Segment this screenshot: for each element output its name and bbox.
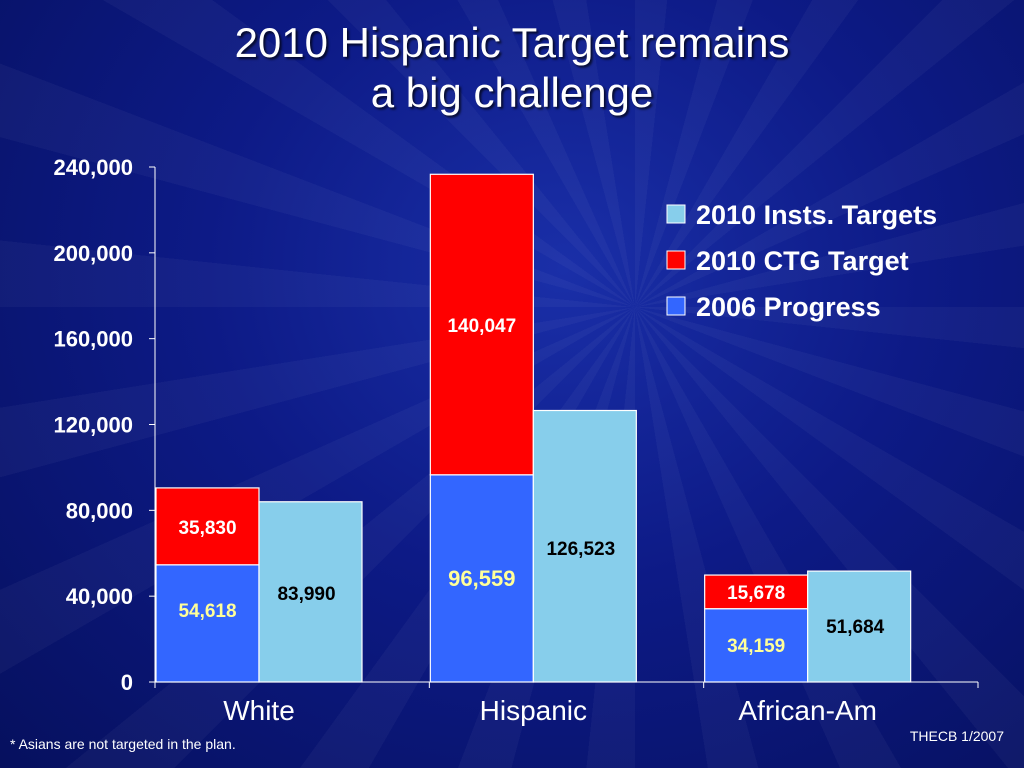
- title-line-2: a big challenge: [370, 69, 654, 116]
- x-category-label: African-Am: [738, 695, 876, 726]
- legend-label: 2010 CTG Target: [696, 246, 909, 276]
- data-label-2010-ctg-target: 35,830: [178, 518, 236, 539]
- data-label-2006-progress: 34,159: [727, 636, 785, 657]
- data-label-2010-ctg-target: 140,047: [447, 316, 516, 337]
- x-category-label: Hispanic: [480, 695, 587, 726]
- title-line-1: 2010 Hispanic Target remains: [234, 19, 790, 66]
- data-label-2006-progress: 96,559: [448, 566, 515, 591]
- y-tick-label: 120,000: [53, 413, 133, 438]
- bar-2010-ctg-target: [704, 574, 809, 610]
- x-category-label: White: [223, 695, 295, 726]
- data-label-2010-insts-targets: 83,990: [277, 584, 335, 605]
- y-tick-label: 240,000: [53, 155, 133, 180]
- bar-2010-insts-targets: [258, 501, 363, 683]
- bar-2010-insts-targets: [807, 570, 912, 683]
- data-label-2006-progress: 54,618: [178, 601, 236, 622]
- footnote: * Asians are not targeted in the plan.: [10, 736, 236, 752]
- legend-swatch: [666, 204, 686, 224]
- legend-swatch: [666, 296, 686, 316]
- bar-2010-ctg-target: [429, 173, 534, 476]
- source-credit: THECB 1/2007: [909, 728, 1004, 744]
- bar-2006-progress: [429, 474, 534, 683]
- bar-2010-insts-targets: [532, 409, 637, 683]
- legend-label: 2010 Insts. Targets: [696, 200, 937, 230]
- legend-label: 2006 Progress: [696, 292, 881, 322]
- legend-swatch: [666, 250, 686, 270]
- y-tick-label: 0: [121, 670, 133, 695]
- bar-2010-ctg-target: [155, 487, 260, 566]
- bar-2006-progress: [155, 564, 260, 683]
- bar-2006-progress: [704, 608, 809, 683]
- y-tick-label: 160,000: [53, 327, 133, 352]
- y-tick-label: 40,000: [66, 584, 133, 609]
- data-label-2010-ctg-target: 15,678: [727, 583, 785, 604]
- data-label-2010-insts-targets: 126,523: [546, 539, 615, 560]
- y-tick-label: 200,000: [53, 241, 133, 266]
- data-label-2010-insts-targets: 51,684: [826, 617, 885, 638]
- slide-title: 2010 Hispanic Target remains a big chall…: [0, 18, 1024, 118]
- y-tick-label: 80,000: [66, 498, 133, 523]
